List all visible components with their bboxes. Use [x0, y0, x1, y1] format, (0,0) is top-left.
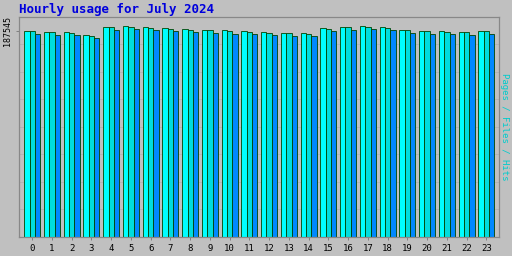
- Bar: [484, 31, 489, 237]
- Bar: [168, 29, 173, 237]
- Bar: [134, 29, 139, 237]
- Bar: [162, 28, 168, 237]
- Bar: [489, 34, 494, 237]
- Y-axis label: Pages / Files / Hits: Pages / Files / Hits: [500, 73, 509, 180]
- Bar: [464, 33, 470, 237]
- Bar: [109, 27, 114, 237]
- Bar: [390, 30, 396, 237]
- Bar: [281, 33, 286, 237]
- Bar: [385, 28, 390, 237]
- Bar: [182, 29, 187, 237]
- Bar: [419, 31, 424, 237]
- Bar: [212, 33, 218, 237]
- Bar: [410, 33, 415, 237]
- Bar: [123, 26, 129, 237]
- Bar: [291, 36, 297, 237]
- Bar: [365, 27, 371, 237]
- Bar: [222, 30, 227, 237]
- Bar: [242, 31, 247, 237]
- Bar: [148, 28, 154, 237]
- Bar: [55, 35, 60, 237]
- Bar: [459, 32, 464, 237]
- Bar: [35, 34, 40, 237]
- Bar: [63, 33, 69, 237]
- Bar: [173, 31, 179, 237]
- Bar: [404, 30, 410, 237]
- Text: Hourly usage for July 2024: Hourly usage for July 2024: [19, 3, 215, 16]
- Bar: [247, 32, 252, 237]
- Bar: [261, 32, 267, 237]
- Bar: [321, 28, 326, 237]
- Bar: [154, 30, 159, 237]
- Bar: [252, 34, 258, 237]
- Bar: [24, 31, 30, 237]
- Bar: [89, 36, 94, 237]
- Bar: [326, 29, 331, 237]
- Bar: [103, 27, 109, 237]
- Bar: [232, 34, 238, 237]
- Bar: [478, 31, 484, 237]
- Bar: [207, 30, 212, 237]
- Bar: [44, 32, 49, 237]
- Bar: [346, 27, 351, 237]
- Bar: [129, 27, 134, 237]
- Bar: [371, 29, 376, 237]
- Bar: [143, 27, 148, 237]
- Bar: [301, 34, 306, 237]
- Bar: [227, 31, 232, 237]
- Bar: [351, 30, 356, 237]
- Bar: [430, 34, 435, 237]
- Bar: [267, 33, 272, 237]
- Bar: [114, 30, 119, 237]
- Bar: [439, 31, 444, 237]
- Bar: [424, 31, 430, 237]
- Bar: [379, 27, 385, 237]
- Bar: [30, 31, 35, 237]
- Bar: [69, 33, 74, 237]
- Bar: [306, 34, 311, 237]
- Bar: [187, 30, 193, 237]
- Bar: [311, 37, 316, 237]
- Bar: [83, 35, 89, 237]
- Bar: [470, 35, 475, 237]
- Bar: [450, 34, 455, 237]
- Bar: [74, 35, 80, 237]
- Bar: [444, 32, 450, 237]
- Bar: [49, 32, 55, 237]
- Bar: [360, 26, 365, 237]
- Bar: [202, 30, 207, 237]
- Bar: [272, 35, 277, 237]
- Bar: [331, 31, 336, 237]
- Bar: [399, 30, 404, 237]
- Bar: [286, 33, 291, 237]
- Bar: [340, 27, 346, 237]
- Bar: [94, 38, 99, 237]
- Bar: [193, 32, 198, 237]
